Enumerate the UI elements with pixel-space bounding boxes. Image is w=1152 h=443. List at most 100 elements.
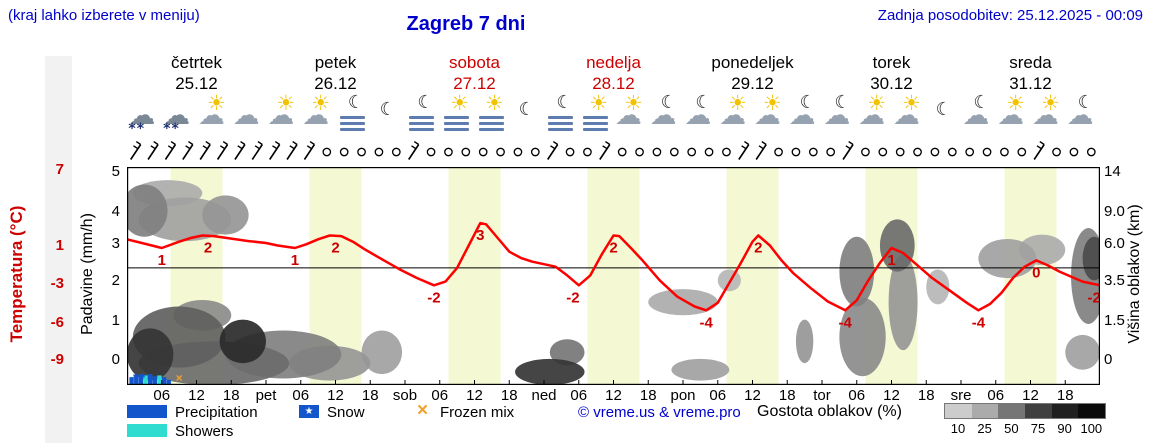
time-axis-label: sre [950, 387, 972, 404]
cloud-glyph: ☁ [753, 100, 781, 131]
temperature-label: -2 [1088, 289, 1100, 306]
cloud-glyph: ☁ [1031, 100, 1059, 131]
calm-circle [617, 147, 627, 157]
fog-line [444, 116, 470, 119]
density-value: 90 [1057, 421, 1072, 436]
calm-circle [913, 147, 922, 157]
calm-circle [530, 147, 540, 157]
cloud-glyph: ☁ [997, 100, 1025, 131]
fog-moon-icon: ☾ [543, 93, 579, 137]
time-axis-label: ned [531, 387, 557, 404]
time-axis-label: 06 [987, 387, 1005, 404]
plot-border [127, 167, 1100, 385]
temperature-label: 2 [331, 240, 339, 257]
temperature-ticks: 7 1 -3 -6 -9 [30, 0, 64, 443]
cloud-blob [648, 289, 718, 316]
calm-circle [652, 147, 662, 157]
frozen-mix-marker: × [417, 400, 429, 421]
calm-circle [1052, 147, 1061, 157]
sun-glyph: ☀ [762, 91, 782, 115]
calm-circle [808, 147, 818, 157]
precip-bar [147, 374, 153, 385]
temperature-tick: -9 [50, 350, 64, 368]
day-header: petek 26.12 [266, 52, 405, 94]
cloud-height-tick: 1.5 [1104, 311, 1125, 329]
moon-glyph: ☾ [518, 99, 535, 120]
fog-line [339, 128, 365, 131]
fog-sun-icon: ☀ [474, 93, 510, 137]
sun-cloud-icon: ☀ ☁ [1030, 93, 1066, 137]
precipitation-tick: 0 [111, 350, 120, 368]
sun-cloud-icon: ☀ ☁ [300, 93, 336, 137]
precip-bar [152, 376, 157, 385]
wind-barb [599, 141, 611, 160]
cloud-density-label: Gostota oblakov (%) [757, 403, 902, 420]
time-axis-label: 18 [500, 387, 518, 404]
precipitation-ticks: 5 4 3 2 1 0 [92, 0, 120, 443]
moon-glyph: ☾ [834, 92, 851, 113]
fog-line [409, 116, 435, 119]
sun-glyph: ☀ [623, 91, 643, 115]
day-name: četrtek [170, 53, 223, 72]
sun-cloud-icon: ☀ ☁ [995, 93, 1031, 137]
fog-sun-icon: ☀ [578, 93, 614, 137]
wind-barb [738, 141, 750, 160]
time-axis-label: 12 [1022, 387, 1039, 404]
snow-mark: * [141, 372, 146, 384]
calm-circle [583, 147, 592, 157]
cloud-blob [127, 184, 168, 237]
cloud-blob [795, 319, 814, 364]
moon-cloud-icon: ☾ ☁ [787, 93, 823, 137]
cloud-height-tick: 14 [1104, 163, 1121, 181]
fog-lines [548, 116, 574, 134]
temperature-tick: -6 [50, 313, 64, 331]
time-axis-label: 12 [605, 387, 622, 404]
fog-line [409, 128, 435, 131]
wind-barb [408, 141, 420, 160]
precip-bar [161, 377, 167, 385]
cloud-blob [839, 297, 886, 377]
fog-line [339, 122, 365, 125]
temperature-label: 1 [158, 252, 166, 269]
calm-circle [774, 147, 783, 157]
cloud-icon: ☁ [231, 93, 267, 137]
day-header: sobota 27.12 [405, 52, 544, 94]
moon-icon: ☾ [926, 93, 962, 137]
temperature-label: 2 [609, 240, 617, 257]
fog-line [444, 128, 470, 131]
sun-glyph: ☀ [728, 91, 747, 115]
temperature-label: 0 [1032, 264, 1040, 281]
cloud-glyph: ☁ [858, 100, 886, 131]
copyright-link[interactable]: © vreme.us & vreme.pro [578, 404, 741, 421]
temperature-label: -4 [699, 314, 713, 331]
day-header: nedelja 28.12 [544, 52, 683, 94]
density-cell [1078, 404, 1106, 418]
day-header: ponedeljek 29.12 [683, 52, 822, 94]
temperature-axis-label: Temperatura (°C) [7, 205, 26, 343]
moon-cloud-icon: ☾ ☁ [821, 93, 857, 137]
calm-circle [861, 147, 870, 157]
precip-bar [134, 375, 139, 385]
cloud-blob [515, 358, 585, 385]
fog-lines [478, 116, 504, 134]
snow-asterisks: ** [163, 121, 180, 137]
calm-circle [1000, 147, 1009, 157]
calm-circle [878, 147, 888, 157]
time-axis-label: 18 [917, 387, 935, 404]
moon-glyph: ☾ [660, 92, 677, 113]
day-name: nedelja [586, 53, 641, 72]
cloud-blob [879, 219, 915, 272]
time-axis-label: pon [670, 387, 696, 404]
time-axis-label: tor [813, 387, 831, 404]
cloud-glyph: ☁ [649, 100, 677, 131]
calm-circle [1086, 147, 1096, 157]
cloud-blob [1065, 334, 1100, 370]
location-hint: (kraj lahko izberete v meniju) [8, 7, 200, 24]
day-name: petek [314, 53, 357, 72]
sun-cloud-icon: ☀ ☁ [613, 93, 649, 137]
time-axis-label: 18 [639, 387, 657, 404]
showers-swatch [127, 424, 167, 437]
day-date: 27.12 [453, 74, 496, 93]
sun-glyph: ☀ [311, 91, 330, 115]
wind-row [130, 141, 1096, 160]
